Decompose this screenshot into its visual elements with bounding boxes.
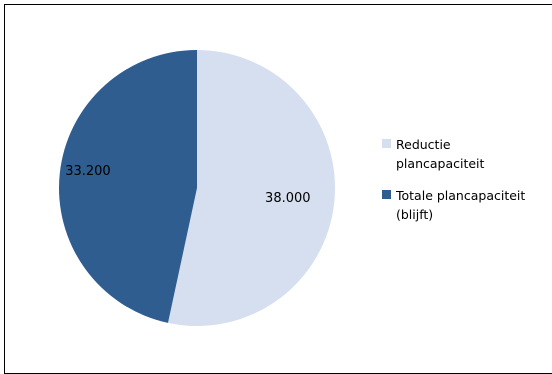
pie-slice-2 <box>59 50 198 323</box>
data-label-2: 33.200 <box>65 164 111 179</box>
legend-swatch-1 <box>382 139 391 148</box>
legend-swatch-2 <box>382 190 391 199</box>
data-label-1: 38.000 <box>265 191 311 206</box>
pie-slice-1 <box>167 50 336 326</box>
legend: Reductie plancapaciteit Totale plancapacit… <box>382 137 525 222</box>
data-labels: 38.000 33.200 <box>65 164 310 206</box>
pie-chart: 38.000 33.200 Reductie plancapaciteit Total… <box>59 50 525 326</box>
legend-entry-2: Totale plancapaciteit (blijft) <box>382 188 525 222</box>
legend-label-2: Totale plancapaciteit (blijft) <box>395 188 525 222</box>
legend-label-1: Reductie plancapaciteit <box>396 137 485 171</box>
pie-slices <box>59 50 336 326</box>
legend-entry-1: Reductie plancapaciteit <box>382 137 485 171</box>
